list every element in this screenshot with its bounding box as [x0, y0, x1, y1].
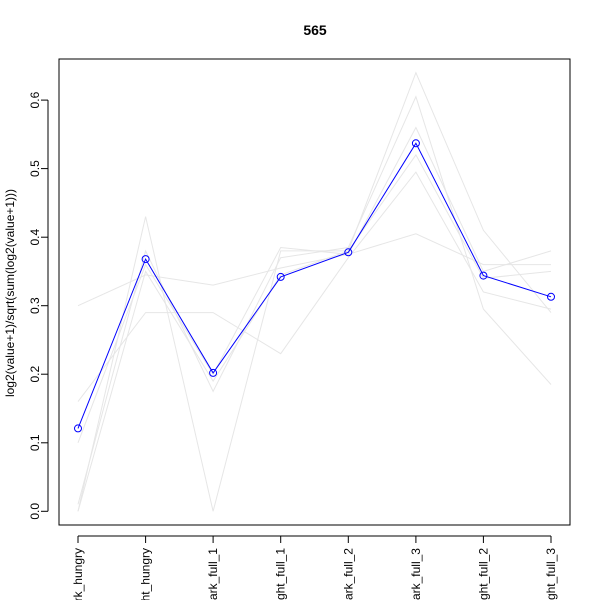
x-tick-label: light_full_1 [274, 548, 288, 600]
x-tick-label: dark_full_2 [341, 548, 355, 600]
background-series-line [77, 171, 552, 402]
data-point [479, 271, 488, 280]
background-series-line [77, 126, 552, 443]
y-tick-label: 0.1 [28, 434, 42, 451]
data-point [141, 255, 150, 264]
background-series-group [77, 71, 552, 512]
y-tick-label: 0.2 [28, 366, 42, 383]
x-tick-label: light_full_3 [544, 548, 558, 600]
background-series-line [77, 233, 551, 307]
y-tick-label: 0.5 [28, 160, 42, 177]
data-point [74, 424, 82, 433]
data-point [411, 139, 420, 148]
plot-frame [58, 58, 571, 526]
y-tick-label: 0.6 [28, 91, 42, 108]
data-point [276, 272, 285, 281]
y-axis-label: log2(value+1)/sqrt(sum(log2(value+1))) [3, 189, 17, 397]
x-tick-label: light_full_2 [476, 548, 490, 600]
y-tick-label: 0.3 [28, 297, 42, 314]
background-series-line [77, 95, 552, 505]
x-tick-label: dark_hungry [71, 548, 85, 600]
x-tick-label: dark_full_1 [206, 548, 220, 600]
y-tick-label: 0.0 [28, 503, 42, 520]
chart-title: 565 [303, 22, 327, 38]
highlight-series-group [74, 139, 555, 433]
y-tick-label: 0.4 [28, 229, 42, 246]
highlight-series-line [77, 142, 552, 429]
data-point [547, 292, 555, 301]
data-point [344, 248, 353, 257]
y-axis: 0.0 0.1 0.2 0.3 0.4 0.5 0.6 [28, 91, 49, 520]
data-point [209, 368, 218, 377]
background-series-line [77, 71, 552, 512]
x-axis: dark_hungry light_hungry dark_full_1 light_… [71, 535, 558, 600]
background-series-line [77, 153, 552, 512]
x-tick-label: dark_full_3 [409, 548, 423, 600]
x-tick-label: light_hungry [139, 548, 153, 600]
